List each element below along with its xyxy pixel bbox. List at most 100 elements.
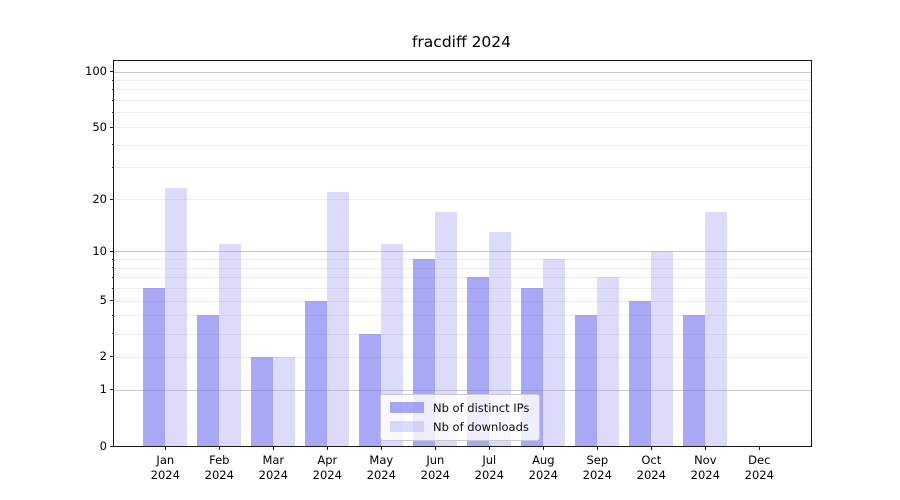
x-tick-label: Feb 2024 — [189, 453, 249, 482]
x-tick-mark — [596, 446, 598, 450]
y-minor-tick-mark — [111, 300, 114, 302]
y-minor-tick-mark — [111, 166, 114, 168]
bar-distinct-ips — [305, 300, 328, 446]
bar-distinct-ips — [683, 315, 706, 446]
y-minor-tick-mark — [111, 88, 114, 90]
y-tick-label: 0 — [99, 438, 107, 453]
x-tick-label-month: Jul — [482, 453, 497, 467]
x-tick-label-month: Oct — [641, 453, 662, 467]
y-minor-tick-mark — [111, 276, 114, 278]
minor-gridline — [114, 277, 811, 279]
legend-row-downloads: Nb of downloads — [390, 419, 529, 434]
legend: Nb of distinct IPs Nb of downloads — [380, 394, 541, 441]
x-tick-label-year: 2024 — [636, 467, 666, 482]
bar-distinct-ips — [143, 288, 166, 446]
chart-title: fracdiff 2024 — [411, 33, 512, 51]
x-tick-label: Sep 2024 — [567, 453, 627, 482]
minor-gridline — [114, 356, 811, 358]
bar-distinct-ips — [359, 333, 382, 446]
y-minor-tick-mark — [111, 79, 114, 81]
x-tick-label: Nov 2024 — [675, 453, 735, 482]
minor-gridline — [114, 259, 811, 261]
minor-gridline — [114, 112, 811, 114]
y-tick-mark — [110, 389, 114, 391]
x-tick-label-month: Jun — [426, 453, 445, 467]
minor-gridline — [114, 288, 811, 290]
y-tick-label: 50 — [92, 119, 107, 134]
x-tick-mark — [326, 446, 328, 450]
bar-downloads — [597, 277, 620, 446]
x-tick-label: Dec 2024 — [729, 453, 789, 482]
x-tick-label-month: Sep — [586, 453, 609, 467]
plot-area: Nb of distinct IPs Nb of downloads 0 1 2 5 1… — [85, 60, 812, 482]
y-tick-mark — [110, 445, 114, 447]
major-gridline — [114, 389, 811, 391]
x-tick-mark — [704, 446, 706, 450]
y-tick-label: 5 — [99, 293, 107, 308]
bar-downloads — [273, 356, 296, 446]
bar-downloads — [219, 244, 242, 446]
x-tick-mark — [542, 446, 544, 450]
legend-label-downloads: Nb of downloads — [433, 419, 529, 434]
y-minor-tick-mark — [111, 111, 114, 113]
x-tick-label-month: Jan — [156, 453, 175, 467]
y-minor-tick-mark — [111, 287, 114, 289]
bar-downloads — [705, 211, 728, 446]
bar-distinct-ips — [251, 356, 274, 446]
minor-gridline — [114, 100, 811, 102]
y-minor-tick-mark — [111, 314, 114, 316]
y-minor-tick-mark — [111, 126, 114, 128]
y-tick-label: 10 — [92, 243, 107, 258]
bar-distinct-ips — [197, 315, 220, 446]
y-tick-label: 100 — [85, 64, 107, 78]
bar-distinct-ips — [575, 315, 598, 446]
x-tick-label-month: Feb — [209, 453, 230, 467]
x-tick-mark — [758, 446, 760, 450]
x-tick-mark — [272, 446, 274, 450]
x-tick-label-year: 2024 — [420, 467, 450, 482]
legend-swatch-downloads — [390, 421, 424, 432]
x-tick-mark — [650, 446, 652, 450]
x-tick-label: May 2024 — [351, 453, 411, 482]
x-tick-label: Apr 2024 — [297, 453, 357, 482]
x-tick-label: Jun 2024 — [405, 453, 465, 482]
legend-row-distinct-ips: Nb of distinct IPs — [390, 400, 529, 415]
minor-gridline — [114, 315, 811, 317]
minor-gridline — [114, 167, 811, 169]
x-tick-label-year: 2024 — [312, 467, 342, 482]
x-tick-label: Jan 2024 — [135, 453, 195, 482]
y-tick-mark — [110, 250, 114, 252]
minor-gridline — [114, 89, 811, 91]
legend-swatch-distinct-ips — [390, 402, 424, 413]
x-tick-label-year: 2024 — [150, 467, 180, 482]
y-tick-label: 2 — [99, 349, 107, 364]
x-tick-label-month: Apr — [317, 453, 338, 467]
y-tick-mark — [110, 71, 114, 72]
x-tick-label: Aug 2024 — [513, 453, 573, 482]
x-tick-label-year: 2024 — [582, 467, 612, 482]
legend-label-distinct-ips: Nb of distinct IPs — [433, 400, 530, 415]
y-minor-tick-mark — [111, 267, 114, 269]
y-minor-tick-mark — [111, 333, 114, 334]
minor-gridline — [114, 80, 811, 81]
x-tick-label-year: 2024 — [204, 467, 234, 482]
major-gridline — [114, 251, 811, 253]
x-tick-mark — [488, 446, 490, 450]
y-minor-tick-mark — [111, 144, 114, 146]
bar-distinct-ips — [629, 300, 652, 446]
x-tick-label-month: Aug — [532, 453, 555, 467]
bar-downloads — [165, 188, 188, 446]
bar-downloads — [543, 259, 566, 446]
bar-downloads — [489, 231, 512, 446]
x-tick-label-year: 2024 — [258, 467, 288, 482]
x-tick-mark — [218, 446, 220, 450]
x-tick-label-year: 2024 — [690, 467, 720, 482]
x-tick-label-year: 2024 — [528, 467, 558, 482]
x-tick-label-year: 2024 — [744, 467, 774, 482]
x-tick-label: Jul 2024 — [459, 453, 519, 482]
minor-gridline — [114, 127, 811, 128]
x-tick-label-month: May — [369, 453, 394, 467]
x-tick-label-month: Dec — [748, 453, 771, 467]
x-tick-label-year: 2024 — [366, 467, 396, 482]
